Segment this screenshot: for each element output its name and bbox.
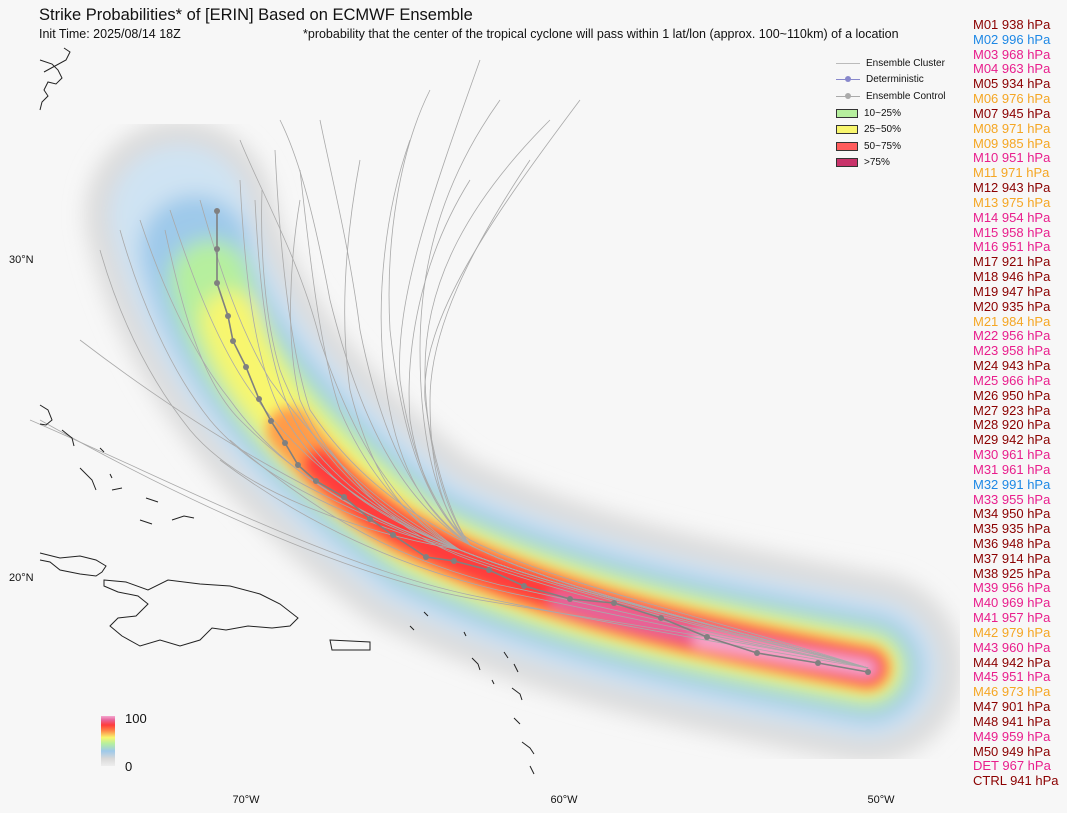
member-pressure-item: M05 934 hPa xyxy=(973,76,1051,92)
member-pressure-item: M02 996 hPa xyxy=(973,31,1051,47)
legend-prob-50-75: 50~75% xyxy=(836,138,945,155)
member-pressure-item: M30 961 hPa xyxy=(973,447,1051,463)
colorbar-min-label: 0 xyxy=(125,759,133,774)
member-pressure-item: M20 935 hPa xyxy=(973,298,1051,314)
member-pressure-item: M22 956 hPa xyxy=(973,328,1051,344)
member-pressure-item: M08 971 hPa xyxy=(973,120,1051,136)
member-pressure-item: M04 963 hPa xyxy=(973,61,1051,77)
member-pressure-item: M01 938 hPa xyxy=(973,17,1051,32)
member-pressure-item: M16 951 hPa xyxy=(973,239,1051,255)
ensemble-control-track xyxy=(214,208,871,675)
legend-color-box xyxy=(836,141,858,151)
member-pressure-item: M35 935 hPa xyxy=(973,521,1051,537)
member-pressure-item: M40 969 hPa xyxy=(973,595,1051,611)
lesser-antilles xyxy=(409,611,535,775)
member-pressure-item: M37 914 hPa xyxy=(973,550,1051,566)
ensemble-cluster-tracks xyxy=(29,59,869,669)
legend-label: Deterministic xyxy=(866,74,924,86)
bahamas-islands xyxy=(61,429,195,525)
member-pressure-item: M38 925 hPa xyxy=(973,565,1051,581)
member-pressure-item: M34 950 hPa xyxy=(973,506,1051,522)
member-pressure-item: M33 955 hPa xyxy=(973,491,1051,507)
legend-label: >75% xyxy=(864,157,890,169)
member-pressure-item: M07 945 hPa xyxy=(973,105,1051,121)
member-pressure-item: M36 948 hPa xyxy=(973,535,1051,551)
coastlines xyxy=(39,47,535,775)
us-east-coast xyxy=(39,47,71,111)
member-pressure-list: M01 938 hPa M02 996 hPa M03 968 hPa M04 963… xyxy=(973,17,1059,789)
member-pressure-item: M48 941 hPa xyxy=(973,713,1051,729)
member-pressure-item: M31 961 hPa xyxy=(973,461,1051,477)
probability-colorbar xyxy=(101,716,115,766)
legend-line-dot-swatch xyxy=(836,92,860,99)
strike-probability-map xyxy=(29,47,960,775)
legend-prob-over-75: >75% xyxy=(836,155,945,172)
legend-color-box xyxy=(836,125,858,135)
member-pressure-item: M46 973 hPa xyxy=(973,684,1051,700)
member-pressure-item: M39 956 hPa xyxy=(973,580,1051,596)
member-pressure-item: M32 991 hPa xyxy=(973,476,1051,492)
legend-line-swatch xyxy=(836,62,860,64)
legend-line-dot-swatch xyxy=(836,76,860,83)
member-pressure-item: M15 958 hPa xyxy=(973,224,1051,240)
member-pressure-item: M17 921 hPa xyxy=(973,254,1051,270)
member-pressure-item: M24 943 hPa xyxy=(973,358,1051,374)
member-pressure-item: M09 985 hPa xyxy=(973,135,1051,151)
legend-label: 50~75% xyxy=(864,140,901,152)
florida-coast xyxy=(39,404,53,426)
member-pressure-item: M47 901 hPa xyxy=(973,699,1051,715)
member-pressure-item: M50 949 hPa xyxy=(973,743,1051,759)
hispaniola-coast xyxy=(103,579,299,647)
member-pressure-item: M19 947 hPa xyxy=(973,283,1051,299)
legend-prob-10-25: 10~25% xyxy=(836,105,945,122)
member-pressure-item: M44 942 hPa xyxy=(973,654,1051,670)
member-pressure-item: M06 976 hPa xyxy=(973,91,1051,107)
member-pressure-item: M49 959 hPa xyxy=(973,728,1051,744)
member-pressure-item: M43 960 hPa xyxy=(973,639,1051,655)
member-pressure-item: M14 954 hPa xyxy=(973,209,1051,225)
member-pressure-item: M45 951 hPa xyxy=(973,669,1051,685)
legend-prob-25-50: 25~50% xyxy=(836,121,945,138)
member-pressure-item: M26 950 hPa xyxy=(973,387,1051,403)
member-pressure-item: M13 975 hPa xyxy=(973,194,1051,210)
legend-label: 10~25% xyxy=(864,107,901,119)
init-time: Init Time: 2025/08/14 18Z xyxy=(39,27,181,41)
member-pressure-item: M21 984 hPa xyxy=(973,313,1051,329)
legend-color-box xyxy=(836,158,858,168)
member-pressure-item: M11 971 hPa xyxy=(973,165,1050,181)
member-pressure-item: DET 967 hPa xyxy=(973,758,1051,774)
lon-label-60w: 60°W xyxy=(550,794,578,806)
member-pressure-item: M12 943 hPa xyxy=(973,180,1051,196)
lat-label-20n: 20°N xyxy=(9,572,34,584)
legend-label: Ensemble Control xyxy=(866,90,946,102)
legend-label: Ensemble Cluster xyxy=(866,57,945,69)
member-pressure-item: M41 957 hPa xyxy=(973,610,1051,626)
colorbar-max-label: 100 xyxy=(125,711,147,726)
member-pressure-item: M25 966 hPa xyxy=(973,372,1051,388)
cuba-coast xyxy=(39,552,107,577)
legend-ensemble-cluster: Ensemble Cluster xyxy=(836,55,945,72)
legend-color-box xyxy=(836,108,858,118)
member-pressure-item: M18 946 hPa xyxy=(973,269,1051,285)
member-pressure-item: M23 958 hPa xyxy=(973,343,1051,359)
legend-deterministic: Deterministic xyxy=(836,72,945,89)
footnote: *probability that the center of the trop… xyxy=(303,27,899,41)
member-pressure-item: M27 923 hPa xyxy=(973,402,1051,418)
member-pressure-item: CTRL 941 hPa xyxy=(973,773,1059,789)
puerto-rico-coast xyxy=(329,639,371,651)
member-pressure-item: M03 968 hPa xyxy=(973,46,1051,62)
legend-ensemble-control: Ensemble Control xyxy=(836,88,945,105)
legend-label: 25~50% xyxy=(864,124,901,136)
member-pressure-item: M28 920 hPa xyxy=(973,417,1051,433)
lat-label-30n: 30°N xyxy=(9,254,34,266)
member-pressure-item: M42 979 hPa xyxy=(973,624,1051,640)
member-pressure-item: M29 942 hPa xyxy=(973,432,1051,448)
map-legend: Ensemble Cluster Deterministic Ensemble … xyxy=(836,55,945,171)
lon-label-50w: 50°W xyxy=(867,794,895,806)
map-title: Strike Probabilities* of [ERIN] Based on… xyxy=(39,6,473,24)
member-pressure-item: M10 951 hPa xyxy=(973,150,1051,166)
lon-label-70w: 70°W xyxy=(232,794,260,806)
